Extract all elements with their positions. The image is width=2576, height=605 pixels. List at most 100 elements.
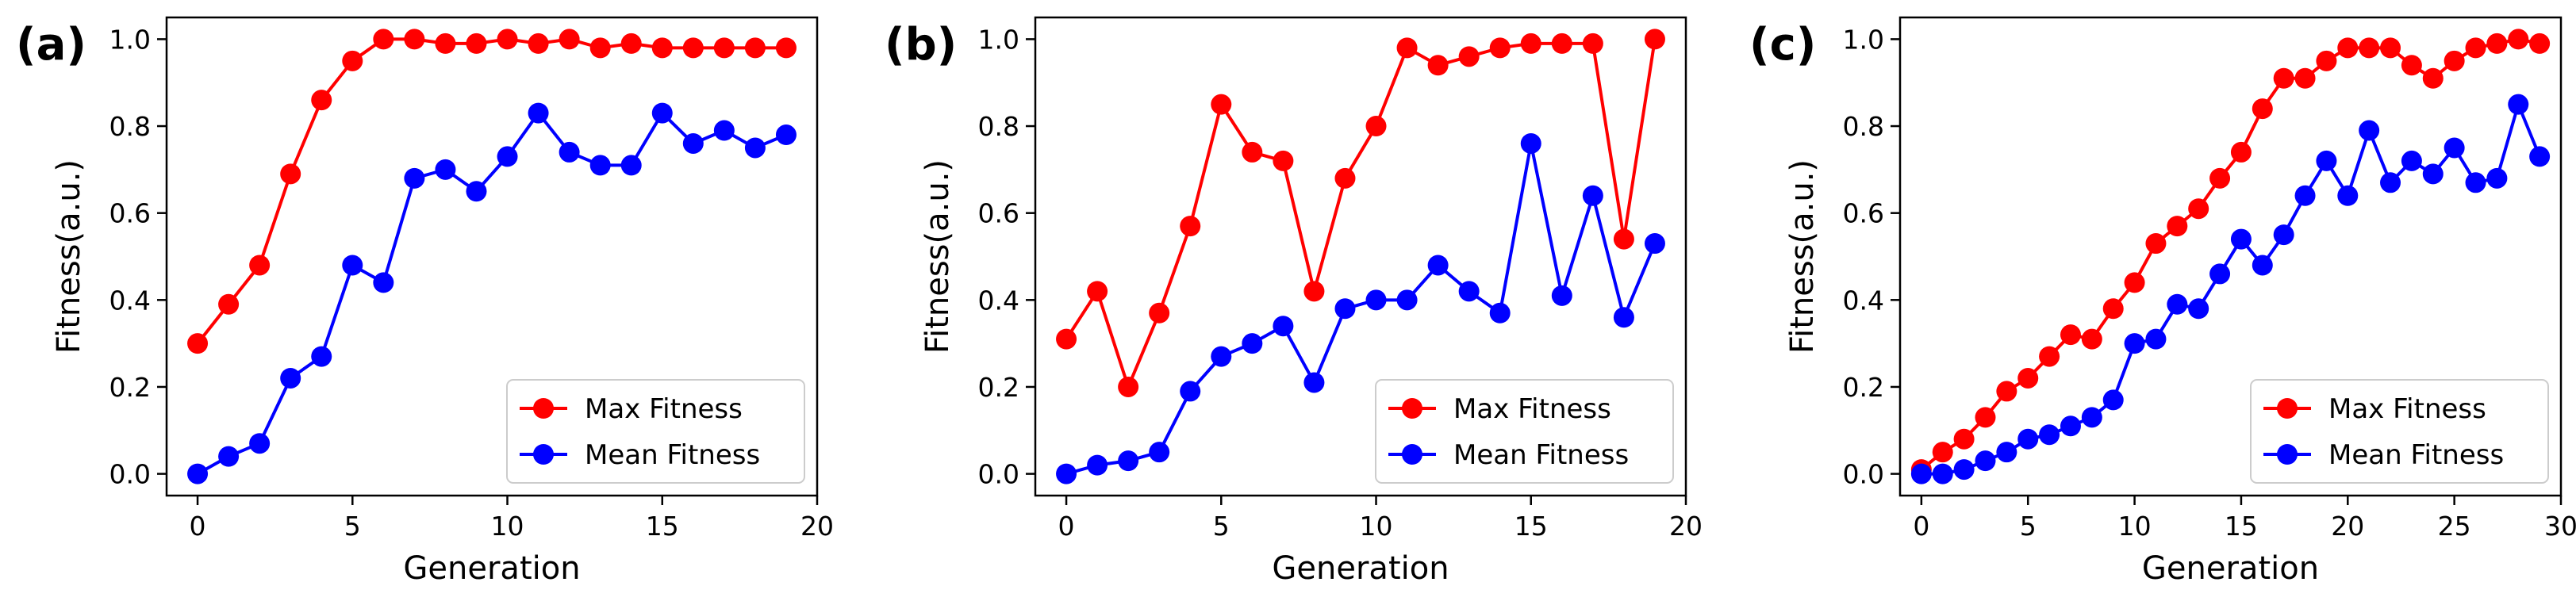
x-tick-label: 10 [1360,511,1393,542]
max-fitness-point [2529,33,2551,54]
mean-fitness-point [1996,442,2017,463]
max-fitness-point [2273,67,2294,89]
y-tick-label: 0.2 [1843,372,1884,403]
y-tick-label: 1.0 [1843,24,1884,55]
x-tick-label: 0 [190,511,206,542]
max-fitness-point [2508,29,2529,50]
mean-fitness-point [2102,389,2124,411]
plot-frame [165,16,819,497]
mean-fitness-point [373,272,394,293]
y-tick-label: 0.4 [1843,285,1884,316]
x-tick-label: 20 [2331,511,2364,542]
mean-fitness-point [1932,463,1953,484]
max-fitness-point [2316,50,2337,71]
max-fitness-point [2252,98,2273,120]
x-tick-label: 15 [2225,511,2258,542]
max-fitness-point [404,29,425,50]
mean-fitness-point [1180,381,1201,402]
legend-max-marker [2277,398,2298,419]
y-tick-label: 0.8 [1843,111,1884,142]
mean-fitness-point [466,181,487,202]
legend-max-label: Max Fitness [585,393,743,425]
mean-fitness-point [620,155,642,176]
max-fitness-point [682,37,704,59]
mean-fitness-point [1211,346,1232,367]
y-tick-label: 0.0 [1843,459,1884,490]
chart-panel-2: (b) 0 5 10 15 20 0.0 0.2 0.4 0.6 0.8 1.0 Generation F… [885,16,1703,587]
max-fitness-point [2102,298,2124,320]
max-fitness-point [1303,281,1325,302]
mean-fitness-point [651,102,673,124]
legend-max-marker [1402,398,1422,419]
max-fitness-point [2039,346,2060,367]
y-tick-label: 0.4 [978,285,1019,316]
mean-fitness-point [1334,298,1356,320]
mean-fitness-point [2380,172,2401,193]
mean-fitness-point [775,124,797,146]
mean-fitness-point [1953,459,1975,481]
mean-fitness-point [713,120,735,141]
mean-fitness-point [1975,450,1996,472]
y-axis-label: Fitness(a.u.) [919,159,956,354]
max-fitness-point [2060,324,2081,346]
mean-fitness-point [2294,185,2316,206]
y-tick-label: 0.2 [109,372,151,403]
max-fitness-point [2359,37,2380,59]
x-axis-label: Generation [1272,550,1449,587]
x-tick-label: 10 [2118,511,2152,542]
plot-frame [1034,16,1687,497]
mean-fitness-point [1303,372,1325,393]
mean-fitness-point [1458,281,1480,302]
max-fitness-point [744,37,766,59]
y-tick-label: 0.4 [109,285,151,316]
max-fitness-point [2486,33,2508,54]
mean-fitness-point [2060,415,2081,437]
max-fitness-point [2401,55,2422,76]
max-fitness-point [249,255,271,276]
y-tick-label: 1.0 [109,24,151,55]
legend: Max Fitness Mean Fitness [1375,379,1674,484]
x-tick-label: 10 [491,511,524,542]
mean-fitness-point [1396,289,1418,311]
mean-fitness-point [2401,150,2422,171]
mean-fitness-point [187,463,209,484]
panel-label: (b) [885,19,957,71]
mean-fitness-point [2145,328,2167,350]
max-fitness-point [1953,428,1975,450]
max-fitness-point [1551,33,1572,54]
mean-fitness-point [342,255,363,276]
mean-fitness-point [2188,298,2209,320]
max-fitness-point [528,33,549,54]
max-fitness-point [2188,198,2209,220]
max-fitness-point [651,37,673,59]
max-fitness-point [2081,328,2102,350]
y-tick-label: 0.0 [109,459,151,490]
max-fitness-point [2294,67,2316,89]
max-fitness-point [1118,376,1139,397]
mean-fitness-point [1149,442,1170,463]
max-fitness-point [1520,33,1541,54]
mean-fitness-point [2465,172,2486,193]
max-fitness-point [435,33,456,54]
mean-fitness-point [2209,263,2231,285]
x-tick-label: 15 [1515,511,1548,542]
mean-fitness-point [497,146,518,167]
max-fitness-point [342,50,363,71]
mean-fitness-point [2017,428,2039,450]
panel-label: (a) [16,19,86,71]
legend: Max Fitness Mean Fitness [506,379,805,484]
legend-mean-marker [1402,444,1422,465]
mean-fitness-point [744,137,766,159]
max-fitness-point [2124,272,2145,293]
max-fitness-point [2422,67,2444,89]
max-fitness-point [1396,37,1418,59]
max-fitness-point [2145,233,2167,255]
x-tick-label: 5 [2020,511,2037,542]
max-fitness-point [1975,407,1996,428]
legend: Max Fitness Mean Fitness [2250,379,2549,484]
x-tick-label: 20 [1669,511,1703,542]
max-fitness-point [2465,37,2486,59]
mean-fitness-point [589,155,611,176]
legend-box [506,379,805,484]
y-axis-label: Fitness(a.u.) [51,159,87,354]
